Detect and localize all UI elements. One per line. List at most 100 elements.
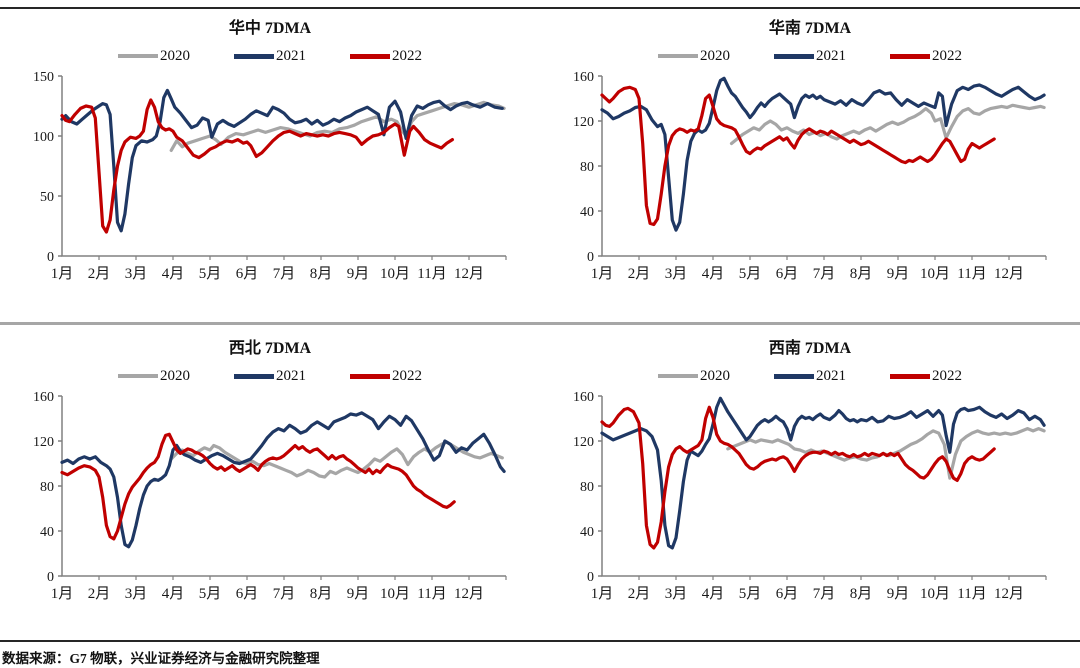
legend-item-2022: 2022 xyxy=(350,48,422,65)
x-axis-tick-label: 5月 xyxy=(739,586,762,602)
x-axis-tick-label: 2月 xyxy=(628,266,651,282)
legend-item-2021: 2021 xyxy=(774,368,846,385)
y-axis-tick-label: 0 xyxy=(587,570,594,585)
legend-line-2020 xyxy=(658,374,698,378)
legend-line-2022 xyxy=(350,53,390,59)
x-axis-tick-label: 12月 xyxy=(994,586,1024,602)
chart-title: 西北 7DMA xyxy=(228,340,312,357)
series-line-2022 xyxy=(60,432,456,541)
x-axis-tick-label: 10月 xyxy=(380,586,410,602)
x-axis-tick-label: 6月 xyxy=(776,586,799,602)
legend-label-2021: 2021 xyxy=(276,367,306,384)
legend-line-2022 xyxy=(890,53,930,59)
x-axis-tick-label: 7月 xyxy=(813,586,836,602)
middle-divider-line xyxy=(0,322,1080,325)
x-axis-tick-label: 1月 xyxy=(51,266,74,282)
y-axis-tick-label: 120 xyxy=(573,435,594,450)
x-axis-tick-label: 11月 xyxy=(417,586,446,602)
legend-item-2020: 2020 xyxy=(118,368,190,385)
legend-item-2021: 2021 xyxy=(774,48,846,65)
line-chart-huanan: 0 40 80 120 160 1月 2月 3月 4月 5月 6月 7月 8月 9月 10月 11月 12月 xyxy=(573,70,1047,282)
legend-line-2021 xyxy=(774,53,814,59)
series-line-2021 xyxy=(60,88,504,233)
x-axis-tick-label: 4月 xyxy=(702,266,725,282)
x-axis-tick-label: 8月 xyxy=(310,586,333,602)
x-axis-tick-label: 6月 xyxy=(236,266,259,282)
x-axis-tick-label: 8月 xyxy=(310,266,333,282)
x-axis-tick-label: 4月 xyxy=(702,586,725,602)
x-axis-tick-label: 7月 xyxy=(273,586,296,602)
x-axis-tick-label: 8月 xyxy=(850,586,873,602)
figure-footer: 数据来源：G7 物联，兴业证券经济与金融研究院整理 xyxy=(0,640,1080,667)
data-source-note: 数据来源：G7 物联，兴业证券经济与金融研究院整理 xyxy=(2,651,320,666)
chart-legend: 2020 2021 2022 xyxy=(540,367,1080,385)
x-axis-tick-label: 10月 xyxy=(920,586,950,602)
y-axis-tick-label: 80 xyxy=(580,480,594,495)
axis-lines xyxy=(61,396,506,577)
y-axis-tick-label: 160 xyxy=(573,390,594,405)
legend-line-2020 xyxy=(658,54,698,58)
line-chart-xinan: 0 40 80 120 160 1月 2月 3月 4月 5月 6月 7月 8月 9月 10月 11月 12月 xyxy=(573,390,1047,602)
x-axis-tick-label: 9月 xyxy=(887,266,910,282)
y-axis-tick-label: 80 xyxy=(580,160,594,175)
legend-line-2022 xyxy=(350,373,390,379)
legend-item-2021: 2021 xyxy=(234,368,306,385)
x-axis-tick-label: 1月 xyxy=(51,586,74,602)
series-line-2022 xyxy=(60,98,454,234)
legend-line-2022 xyxy=(890,373,930,379)
series-line-2021 xyxy=(600,396,1046,550)
legend-line-2021 xyxy=(234,373,274,379)
y-axis-tick-label: 100 xyxy=(33,130,54,145)
legend-label-2020: 2020 xyxy=(160,47,190,64)
x-axis-tick-label: 11月 xyxy=(417,266,446,282)
series-line-2022 xyxy=(600,85,996,227)
legend-item-2021: 2021 xyxy=(234,48,306,65)
x-axis-tick-label: 2月 xyxy=(628,586,651,602)
series-line-2021 xyxy=(600,76,1046,232)
legend-label-2022: 2022 xyxy=(392,367,422,384)
y-axis-tick-label: 120 xyxy=(33,435,54,450)
legend-item-2020: 2020 xyxy=(118,48,190,65)
y-axis-tick-label: 50 xyxy=(40,190,54,205)
x-axis-tick-label: 1月 xyxy=(591,266,614,282)
y-axis-tick-label: 0 xyxy=(47,250,54,265)
x-axis-tick-label: 1月 xyxy=(591,586,614,602)
x-axis-tick-label: 6月 xyxy=(236,586,259,602)
chart-legend: 2020 2021 2022 xyxy=(540,47,1080,65)
x-axis-tick-label: 3月 xyxy=(125,586,148,602)
y-axis-tick-label: 80 xyxy=(40,480,54,495)
legend-label-2020: 2020 xyxy=(700,47,730,64)
x-axis-tick-label: 4月 xyxy=(162,586,185,602)
legend-label-2021: 2021 xyxy=(816,47,846,64)
x-axis-tick-label: 8月 xyxy=(850,266,873,282)
x-axis-tick-label: 4月 xyxy=(162,266,185,282)
x-axis-tick-label: 2月 xyxy=(88,266,111,282)
chart-title: 华南 7DMA xyxy=(768,20,852,37)
y-axis-tick-label: 40 xyxy=(580,525,594,540)
legend-label-2020: 2020 xyxy=(160,367,190,384)
legend-item-2022: 2022 xyxy=(890,368,962,385)
x-axis-tick-label: 11月 xyxy=(957,586,986,602)
legend-item-2020: 2020 xyxy=(658,368,730,385)
legend-item-2022: 2022 xyxy=(890,48,962,65)
chart-title: 华中 7DMA xyxy=(228,20,312,37)
y-axis-tick-label: 160 xyxy=(33,390,54,405)
legend-label-2021: 2021 xyxy=(816,367,846,384)
y-axis-tick-label: 40 xyxy=(580,205,594,220)
line-chart-huazhong: 0 50 100 150 1月 2月 3月 4月 5月 6月 7月 8月 9月 10月 11月 12月 xyxy=(33,70,507,282)
series-line-2020 xyxy=(729,103,1046,146)
axis-lines xyxy=(601,396,1046,577)
legend-line-2020 xyxy=(118,374,158,378)
chart-panel-xibei: 西北 7DMA 2020 2021 2022 0 40 80 120 160 1月 2月 3月… xyxy=(0,330,540,638)
legend-label-2020: 2020 xyxy=(700,367,730,384)
chart-title: 西南 7DMA xyxy=(768,340,852,357)
legend-label-2022: 2022 xyxy=(932,47,962,64)
y-axis-tick-label: 0 xyxy=(587,250,594,265)
x-axis-tick-label: 5月 xyxy=(739,266,762,282)
legend-label-2022: 2022 xyxy=(392,47,422,64)
legend-item-2022: 2022 xyxy=(350,368,422,385)
x-axis-tick-label: 5月 xyxy=(199,266,222,282)
series-line-2021 xyxy=(60,411,506,549)
x-axis-tick-label: 9月 xyxy=(887,586,910,602)
chart-legend: 2020 2021 2022 xyxy=(0,47,540,65)
